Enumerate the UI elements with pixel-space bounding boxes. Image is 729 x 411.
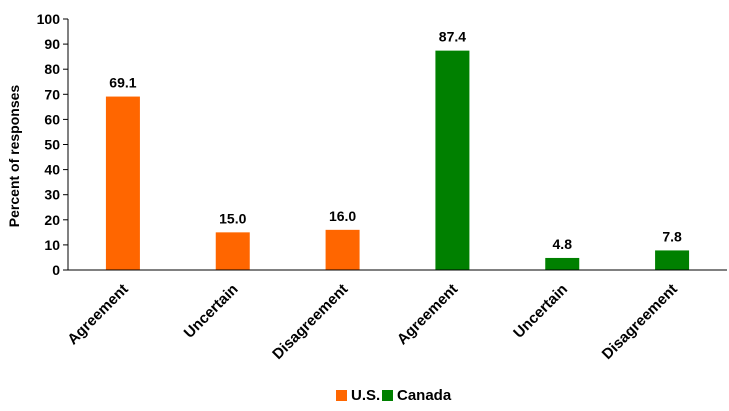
legend: U.S. Canada <box>336 387 452 404</box>
legend-swatch <box>382 390 393 401</box>
y-tick-label: 20 <box>44 212 60 228</box>
bars <box>105 50 690 271</box>
y-tick-label: 0 <box>52 262 60 278</box>
y-tick-label: 100 <box>37 11 61 27</box>
data-label: 69.1 <box>109 75 136 91</box>
y-tick-label: 50 <box>44 137 60 153</box>
data-label: 15.0 <box>219 210 246 226</box>
y-axis: 0 10 20 30 40 50 60 70 80 90 100 <box>37 11 69 278</box>
x-category-label: Uncertain <box>510 281 571 342</box>
legend-label: Canada <box>397 387 452 404</box>
x-category-label: Agreement <box>394 281 461 348</box>
bar-us-agreement <box>105 96 140 271</box>
y-tick-label: 30 <box>44 187 60 203</box>
y-tick-label: 60 <box>44 111 60 127</box>
y-tick-label: 80 <box>44 61 60 77</box>
x-axis: Agreement Uncertain Disagreement Agreement U… <box>64 269 727 363</box>
x-category-label: Uncertain <box>181 281 242 342</box>
x-category-label: Disagreement <box>269 281 351 363</box>
data-label: 16.0 <box>329 208 356 224</box>
x-category-label: Disagreement <box>599 281 681 363</box>
x-category-label: Agreement <box>64 281 131 348</box>
bar-canada-disagreement <box>655 250 690 270</box>
bar-us-disagreement <box>325 229 360 270</box>
bar-canada-uncertain <box>545 257 580 270</box>
y-tick-label: 10 <box>44 237 60 253</box>
legend-swatch <box>336 390 347 401</box>
bar-us-uncertain <box>215 232 250 270</box>
bar-canada-agreement <box>435 50 470 270</box>
y-tick-label: 40 <box>44 162 60 178</box>
data-labels: 69.1 15.0 16.0 87.4 4.8 7.8 <box>109 29 682 252</box>
data-label: 87.4 <box>439 29 466 45</box>
data-label: 7.8 <box>662 228 682 244</box>
y-tick-label: 70 <box>44 86 60 102</box>
data-label: 4.8 <box>553 236 573 252</box>
y-axis-title: Percent of responses <box>6 85 22 228</box>
legend-label: U.S. <box>351 387 380 404</box>
y-tick-label: 90 <box>44 36 60 52</box>
